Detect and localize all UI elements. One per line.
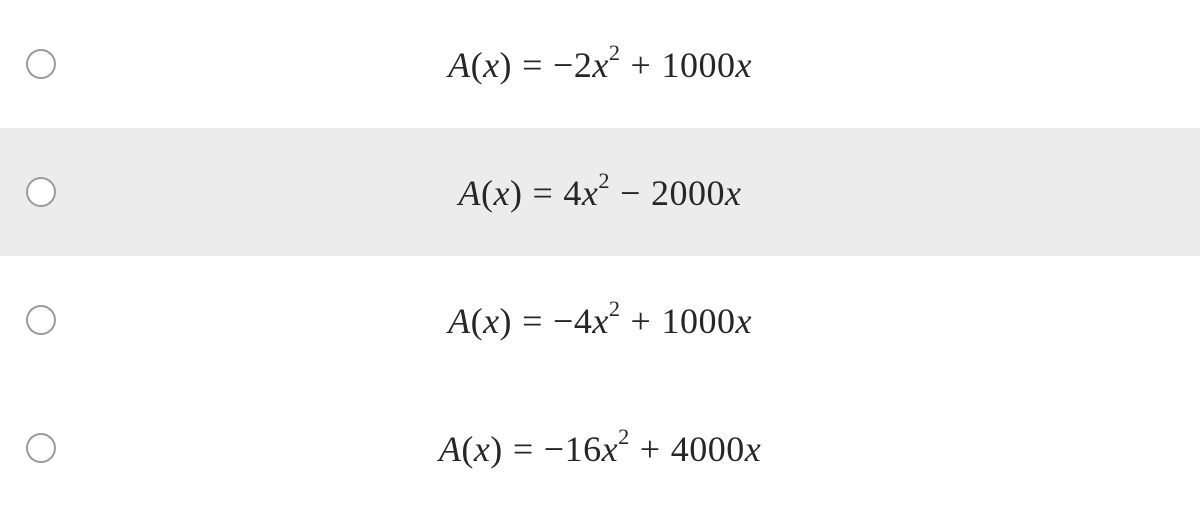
option-row[interactable]: A(x)=−16x2+4000x: [0, 384, 1200, 512]
b-coef: 1000: [661, 301, 735, 341]
radio-button[interactable]: [26, 305, 56, 335]
lhs-function: A: [448, 45, 471, 85]
formula-text: A(x)=−2x2+1000x: [448, 46, 752, 83]
lhs-function: A: [448, 301, 471, 341]
lhs-function: A: [458, 173, 481, 213]
radio-button[interactable]: [26, 433, 56, 463]
a-sign: −: [544, 429, 565, 469]
radio-cell: [0, 49, 90, 79]
formula-text: A(x)=−4x2+1000x: [448, 302, 752, 339]
a-sign: −: [553, 45, 574, 85]
radio-cell: [0, 177, 90, 207]
b-coef: 2000: [651, 173, 725, 213]
b-coef: 4000: [671, 429, 745, 469]
a-coef: 4: [563, 173, 582, 213]
formula-cell: A(x)=−16x2+4000x: [90, 430, 1200, 467]
formula-text: A(x)=4x2−2000x: [458, 174, 741, 211]
radio-button[interactable]: [26, 177, 56, 207]
a-coef: 4: [574, 301, 593, 341]
radio-cell: [0, 305, 90, 335]
formula-cell: A(x)=−2x2+1000x: [90, 46, 1200, 83]
option-row[interactable]: A(x)=4x2−2000x: [0, 128, 1200, 256]
lhs-function: A: [439, 429, 462, 469]
a-sign: −: [553, 301, 574, 341]
operator: +: [630, 429, 671, 469]
option-row[interactable]: A(x)=−4x2+1000x: [0, 256, 1200, 384]
b-coef: 1000: [661, 45, 735, 85]
formula-cell: A(x)=4x2−2000x: [90, 174, 1200, 211]
operator: −: [610, 173, 651, 213]
a-coef: 2: [574, 45, 593, 85]
formula-text: A(x)=−16x2+4000x: [439, 430, 761, 467]
options-list: A(x)=−2x2+1000x A(x)=4x2−2000x A(x)=−4x2…: [0, 0, 1200, 512]
operator: +: [620, 45, 661, 85]
radio-button[interactable]: [26, 49, 56, 79]
operator: +: [620, 301, 661, 341]
radio-cell: [0, 433, 90, 463]
option-row[interactable]: A(x)=−2x2+1000x: [0, 0, 1200, 128]
a-coef: 16: [565, 429, 602, 469]
formula-cell: A(x)=−4x2+1000x: [90, 302, 1200, 339]
